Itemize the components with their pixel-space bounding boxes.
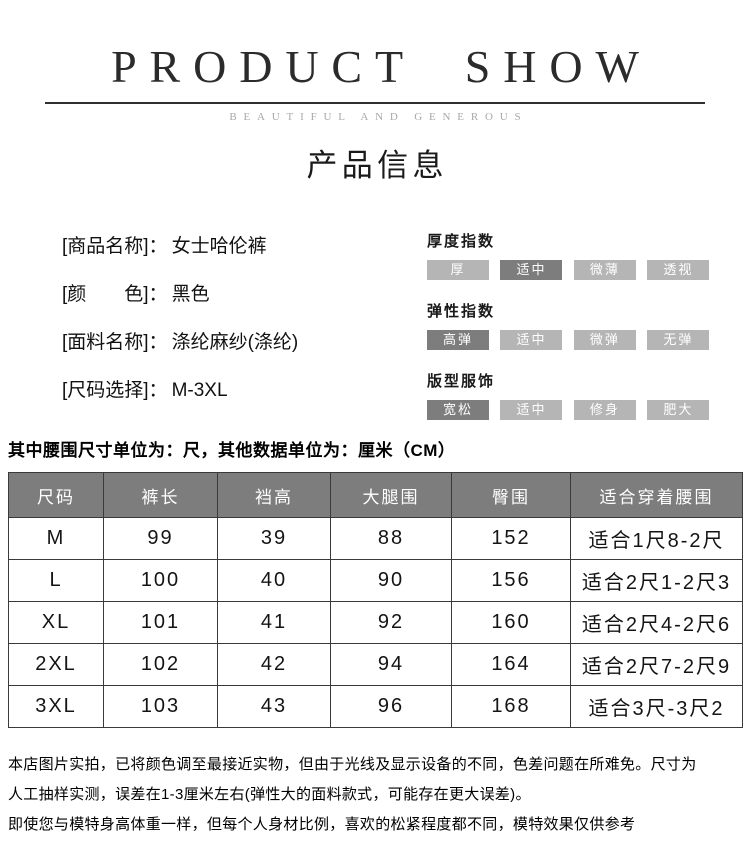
cell: 2XL (8, 643, 104, 686)
index-title: 厚度指数 (427, 233, 496, 250)
cell: 适合3尺-3尺2 (570, 685, 743, 728)
index-title: 版型服饰 (427, 373, 496, 390)
cell: XL (8, 601, 104, 644)
cell: 41 (217, 601, 331, 644)
cell: 92 (330, 601, 452, 644)
cell: 42 (217, 643, 331, 686)
cell: 适合2尺4-2尺6 (570, 601, 743, 644)
detail-label: [商品名称]： (62, 236, 168, 257)
size-table-header-row: 尺码 裤长 裆高 大腿围 臀围 适合穿着腰围 (8, 472, 743, 518)
cell: 156 (451, 559, 571, 602)
index-group-fit: 版型服饰 宽松 适中 修身 肥大 (427, 370, 717, 420)
cell: M (8, 517, 104, 560)
chip-medium: 适中 (500, 330, 563, 350)
disclaimer-line: 人工抽样实测，误差在1-3厘米左右(弹性大的面料款式，可能存在更大误差)。 (8, 786, 531, 803)
chip-row: 宽松 适中 修身 肥大 (427, 400, 717, 420)
cell: 40 (217, 559, 331, 602)
cell: 3XL (8, 685, 104, 728)
cell: 94 (330, 643, 452, 686)
chip-slightly-thin: 微薄 (573, 260, 636, 280)
cell: 99 (103, 517, 218, 560)
cell: 100 (103, 559, 218, 602)
detail-row-color: [颜 色]： 黑色 (62, 285, 412, 304)
disclaimer: 本店图片实拍，已将颜色调至最接近实物，但由于光线及显示设备的不同，色差问题在所难… (8, 750, 744, 840)
cell: 101 (103, 601, 218, 644)
disclaimer-line: 即使您与模特身高体重一样，但每个人身材比例，喜欢的松紧程度都不同，模特效果仅供参… (8, 816, 636, 833)
col-header-hip: 臀围 (451, 472, 571, 518)
detail-label: [尺码选择]： (62, 380, 168, 401)
product-details: [商品名称]： 女士哈伦裤 [颜 色]： 黑色 [面料名称]： 涤纶麻纱(涤纶) [尺… (62, 237, 412, 429)
col-header-rise: 裆高 (217, 472, 331, 518)
chip-row: 高弹 适中 微弹 无弹 (427, 330, 717, 350)
cell: 88 (330, 517, 452, 560)
chip-sheer: 透视 (647, 260, 710, 280)
col-header-pant-length: 裤长 (103, 472, 218, 518)
table-row-xl: XL 101 41 92 160 适合2尺4-2尺6 (8, 601, 743, 644)
detail-value: 黑色 (171, 284, 210, 305)
detail-value: 涤纶麻纱(涤纶) (171, 332, 299, 353)
chip-high-stretch: 高弹 (427, 330, 489, 350)
cell: 适合2尺7-2尺9 (570, 643, 743, 686)
detail-value: 女士哈伦裤 (171, 236, 267, 257)
index-group-elasticity: 弹性指数 高弹 适中 微弹 无弹 (427, 300, 717, 350)
cell: 152 (451, 517, 571, 560)
detail-row-product-name: [商品名称]： 女士哈伦裤 (62, 237, 412, 256)
table-row-m: M 99 39 88 152 适合1尺8-2尺 (8, 517, 743, 560)
cell: 适合1尺8-2尺 (570, 517, 743, 560)
size-table: 尺码 裤长 裆高 大腿围 臀围 适合穿着腰围 M 99 39 88 152 适合… (8, 472, 743, 728)
detail-row-fabric: [面料名称]： 涤纶麻纱(涤纶) (62, 333, 412, 352)
cell: 43 (217, 685, 331, 728)
table-row-l: L 100 40 90 156 适合2尺1-2尺3 (8, 559, 743, 602)
detail-value: M-3XL (171, 380, 228, 401)
cell: 适合2尺1-2尺3 (570, 559, 743, 602)
cell: L (8, 559, 104, 602)
detail-row-size-range: [尺码选择]： M-3XL (62, 381, 412, 400)
header-subtitle: BEAUTIFUL AND GENEROUS (229, 111, 528, 123)
chip-medium: 适中 (500, 400, 563, 420)
chip-loose: 宽松 (427, 400, 489, 420)
unit-note: 其中腰围尺寸单位为：尺，其他数据单位为：厘米（CM） (8, 441, 456, 460)
cell: 164 (451, 643, 571, 686)
chip-slight-stretch: 微弹 (573, 330, 636, 350)
disclaimer-line: 本店图片实拍，已将颜色调至最接近实物，但由于光线及显示设备的不同，色差问题在所难… (8, 756, 697, 773)
chip-medium: 适中 (500, 260, 563, 280)
title-divider (45, 102, 705, 104)
chip-slim: 修身 (573, 400, 636, 420)
index-title: 弹性指数 (427, 303, 496, 320)
col-header-thigh: 大腿围 (330, 472, 452, 518)
detail-label: [颜 色]： (62, 284, 168, 305)
cell: 90 (330, 559, 452, 602)
col-header-waist-fit: 适合穿着腰围 (570, 472, 743, 518)
detail-label: [面料名称]： (62, 332, 168, 353)
table-row-3xl: 3XL 103 43 96 168 适合3尺-3尺2 (8, 685, 743, 728)
cell: 103 (103, 685, 218, 728)
table-row-2xl: 2XL 102 42 94 164 适合2尺7-2尺9 (8, 643, 743, 686)
cell: 160 (451, 601, 571, 644)
section-title: 产品信息 (306, 148, 448, 183)
attribute-indexes: 厚度指数 厚 适中 微薄 透视 弹性指数 高弹 适中 微弹 无弹 版型服饰 宽松… (427, 230, 717, 440)
cell: 96 (330, 685, 452, 728)
chip-oversized: 肥大 (647, 400, 710, 420)
cell: 168 (451, 685, 571, 728)
col-header-size: 尺码 (8, 472, 104, 518)
cell: 39 (217, 517, 331, 560)
chip-thick: 厚 (427, 260, 489, 280)
cell: 102 (103, 643, 218, 686)
chip-row: 厚 适中 微薄 透视 (427, 260, 717, 280)
chip-no-stretch: 无弹 (647, 330, 710, 350)
page-title: PRODUCT SHOW (111, 41, 652, 92)
index-group-thickness: 厚度指数 厚 适中 微薄 透视 (427, 230, 717, 280)
